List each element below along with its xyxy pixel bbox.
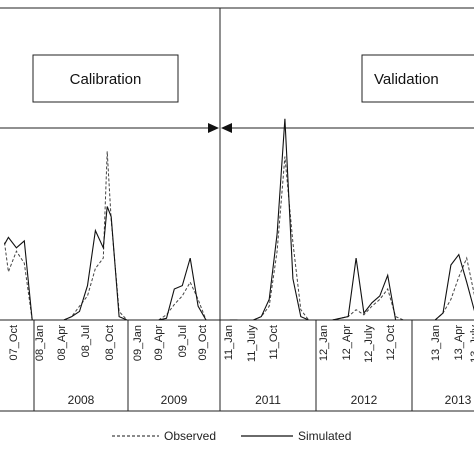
x-tick-label: 07_Oct bbox=[8, 325, 20, 360]
x-tick-label: 09_Apr bbox=[153, 325, 165, 361]
validation-label: Validation bbox=[374, 71, 439, 88]
series-group bbox=[4, 118, 474, 320]
simulated-line-segment bbox=[253, 118, 309, 320]
legend-observed-label: Observed bbox=[164, 429, 216, 443]
x-tick-label: 13_July bbox=[469, 325, 474, 363]
validation-arrowhead bbox=[221, 123, 232, 133]
x-tick-label: 08_Jul bbox=[80, 325, 92, 357]
x-tick-label: 12_Jan bbox=[318, 325, 330, 361]
calibration-arrowhead bbox=[208, 123, 219, 133]
observed-line-segment bbox=[4, 242, 33, 320]
x-tick-label: 08_Jan bbox=[34, 325, 46, 361]
legend: Observed Simulated bbox=[112, 429, 351, 443]
x-tick-label: 12_Apr bbox=[341, 325, 353, 361]
year-label: 2013 bbox=[445, 393, 472, 407]
x-tick-label: 11_July bbox=[246, 325, 258, 363]
validation-box bbox=[361, 54, 474, 103]
calibration-box bbox=[32, 54, 179, 103]
x-tick-label: 13_Jan bbox=[430, 325, 442, 361]
observed-line-segment bbox=[434, 256, 474, 320]
year-label: 2011 bbox=[255, 393, 281, 407]
x-tick-labels: 07_Oct 08_Jan 08_Apr 08_Jul 08_Oct 09_Jan 09_A… bbox=[8, 325, 474, 363]
simulated-line-segment bbox=[332, 258, 404, 320]
simulated-line-segment bbox=[4, 236, 33, 320]
x-tick-label: 11_Oct bbox=[268, 325, 280, 360]
x-tick-label: 09_Jul bbox=[177, 325, 189, 357]
x-tick-label: 13_Apr bbox=[453, 325, 465, 361]
x-tick-label: 08_Oct bbox=[104, 325, 116, 360]
simulated-line-segment bbox=[434, 253, 474, 320]
year-label: 2008 bbox=[68, 393, 95, 407]
x-tick-label: 12_July bbox=[363, 325, 375, 363]
simulated-line-segment bbox=[158, 257, 207, 320]
year-labels: 2008 2009 2011 2012 2013 bbox=[33, 320, 472, 411]
x-tick-label: 09_Oct bbox=[197, 325, 209, 360]
calibration-label: Calibration bbox=[70, 71, 142, 88]
x-tick-label: 11_Jan bbox=[223, 325, 235, 360]
year-label: 2009 bbox=[161, 393, 188, 407]
year-label: 2012 bbox=[351, 393, 378, 407]
legend-simulated-label: Simulated bbox=[298, 429, 351, 443]
x-tick-label: 12_Oct bbox=[385, 325, 397, 360]
x-tick-label: 08_Apr bbox=[56, 325, 68, 361]
simulated-line-segment bbox=[63, 206, 128, 320]
x-tick-label: 09_Jan bbox=[132, 325, 144, 361]
